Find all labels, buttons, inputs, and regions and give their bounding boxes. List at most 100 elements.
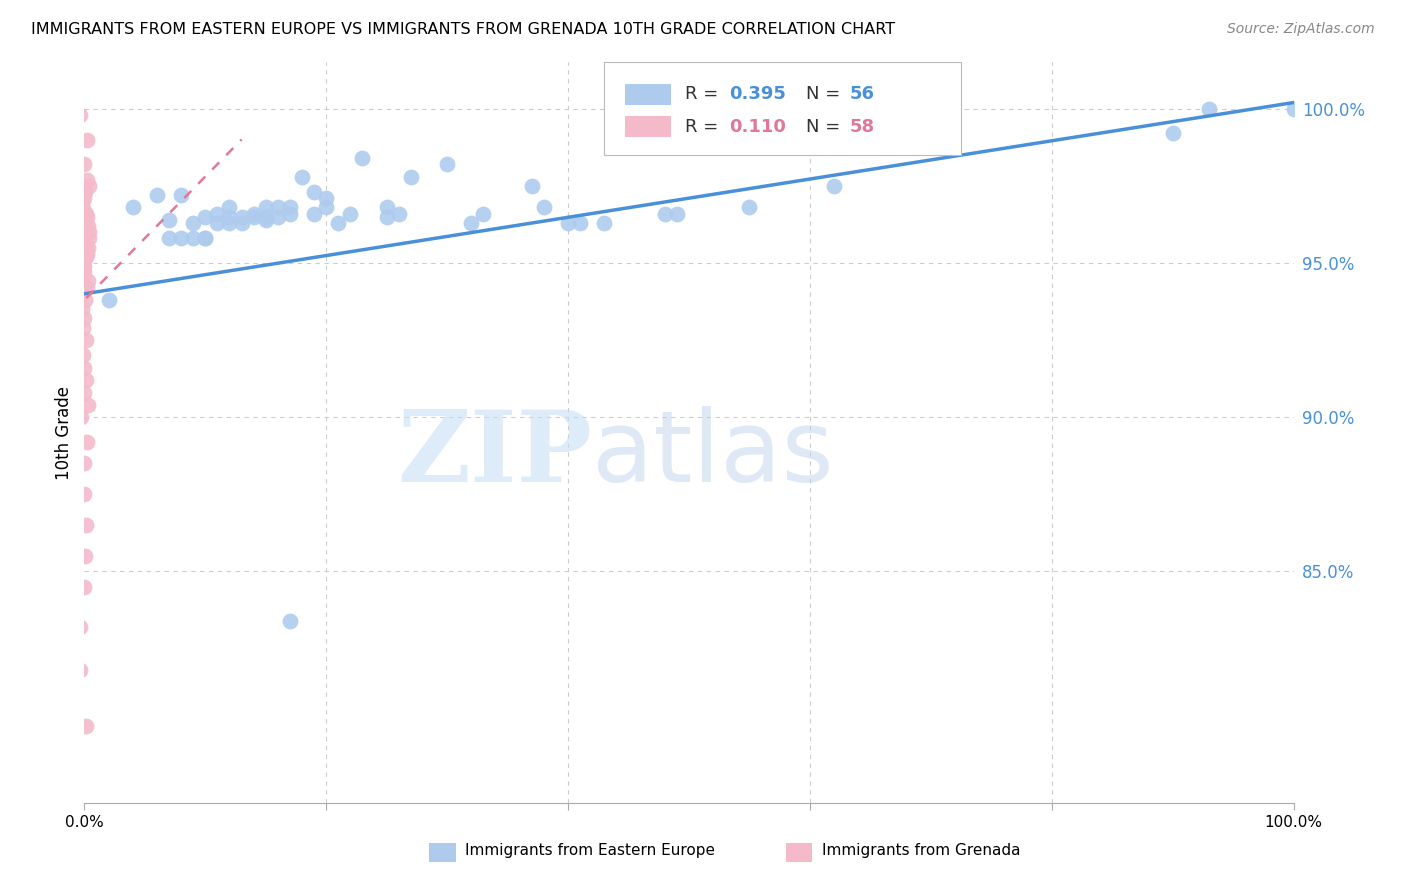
Point [69, 620, 91, 634]
Point [70, 219, 93, 233]
Y-axis label: 10th Grade: 10th Grade [55, 385, 73, 480]
Point [72, 216, 94, 230]
Point [157, 231, 180, 245]
Point [70, 197, 93, 211]
Point [291, 169, 314, 184]
Point [254, 210, 277, 224]
Bar [429, 843, 456, 862]
Point [73, 252, 96, 267]
Point [75, 250, 97, 264]
Text: N =: N = [806, 118, 846, 136]
Bar [624, 117, 671, 137]
Point [339, 206, 361, 220]
Point [72, 286, 94, 301]
Point [75, 228, 97, 243]
Text: atlas: atlas [592, 407, 834, 503]
Point [72, 487, 94, 501]
Point [170, 188, 193, 202]
Point [72, 385, 94, 400]
Text: ZIP: ZIP [398, 407, 592, 503]
Point [254, 201, 277, 215]
Point [73, 549, 96, 563]
Point [231, 216, 253, 230]
Point [76, 172, 98, 186]
Point [472, 206, 495, 220]
Point [146, 188, 169, 202]
Point [181, 231, 204, 245]
Text: 56: 56 [849, 86, 875, 103]
Text: IMMIGRANTS FROM EASTERN EUROPE VS IMMIGRANTS FROM GRENADA 10TH GRADE CORRELATION: IMMIGRANTS FROM EASTERN EUROPE VS IMMIGR… [31, 22, 896, 37]
Point [77, 398, 100, 412]
Point [207, 216, 229, 230]
Bar [624, 84, 671, 104]
Text: R =: R = [685, 118, 724, 136]
Point [654, 206, 676, 220]
Point [73, 237, 96, 252]
Text: 58: 58 [849, 118, 875, 136]
Point [302, 206, 325, 220]
Point [76, 434, 98, 449]
Point [267, 210, 290, 224]
Point [436, 157, 458, 171]
Point [375, 210, 398, 224]
Point [181, 216, 204, 230]
Point [399, 169, 422, 184]
Point [72, 580, 94, 594]
Point [69, 108, 91, 122]
Point [73, 222, 96, 236]
Point [77, 225, 100, 239]
Point [76, 132, 98, 146]
Point [73, 265, 96, 279]
Point [72, 262, 94, 277]
Point [194, 231, 217, 245]
Point [278, 201, 301, 215]
Point [218, 216, 240, 230]
Point [328, 216, 350, 230]
Point [569, 216, 592, 230]
Point [69, 216, 91, 230]
FancyBboxPatch shape [605, 62, 962, 155]
Point [823, 178, 845, 193]
Point [315, 191, 337, 205]
Point [665, 206, 688, 220]
Point [73, 244, 96, 258]
Point [73, 259, 96, 273]
Point [557, 216, 579, 230]
Point [70, 235, 93, 249]
Text: Source: ZipAtlas.com: Source: ZipAtlas.com [1227, 22, 1375, 37]
Point [194, 210, 217, 224]
Point [73, 203, 96, 218]
Point [157, 212, 180, 227]
Text: Immigrants from Grenada: Immigrants from Grenada [823, 844, 1021, 858]
Point [73, 293, 96, 307]
Point [593, 216, 616, 230]
Point [218, 201, 240, 215]
Point [73, 157, 96, 171]
Point [352, 151, 374, 165]
Point [375, 201, 398, 215]
Text: 0.395: 0.395 [728, 86, 786, 103]
Point [97, 293, 120, 307]
Point [70, 410, 93, 425]
Point [460, 216, 482, 230]
Point [73, 360, 96, 375]
Point [76, 275, 98, 289]
Point [207, 206, 229, 220]
Text: R =: R = [685, 86, 724, 103]
Point [69, 240, 91, 254]
Point [267, 201, 290, 215]
Point [170, 231, 193, 245]
Point [254, 212, 277, 227]
Point [1161, 127, 1184, 141]
Point [72, 212, 94, 227]
Point [77, 219, 100, 233]
Point [73, 311, 96, 326]
Text: 0.110: 0.110 [728, 118, 786, 136]
Point [76, 210, 98, 224]
Point [302, 185, 325, 199]
Point [75, 719, 97, 733]
Point [72, 457, 94, 471]
Text: Immigrants from Eastern Europe: Immigrants from Eastern Europe [465, 844, 716, 858]
Point [77, 240, 100, 254]
Point [73, 191, 96, 205]
